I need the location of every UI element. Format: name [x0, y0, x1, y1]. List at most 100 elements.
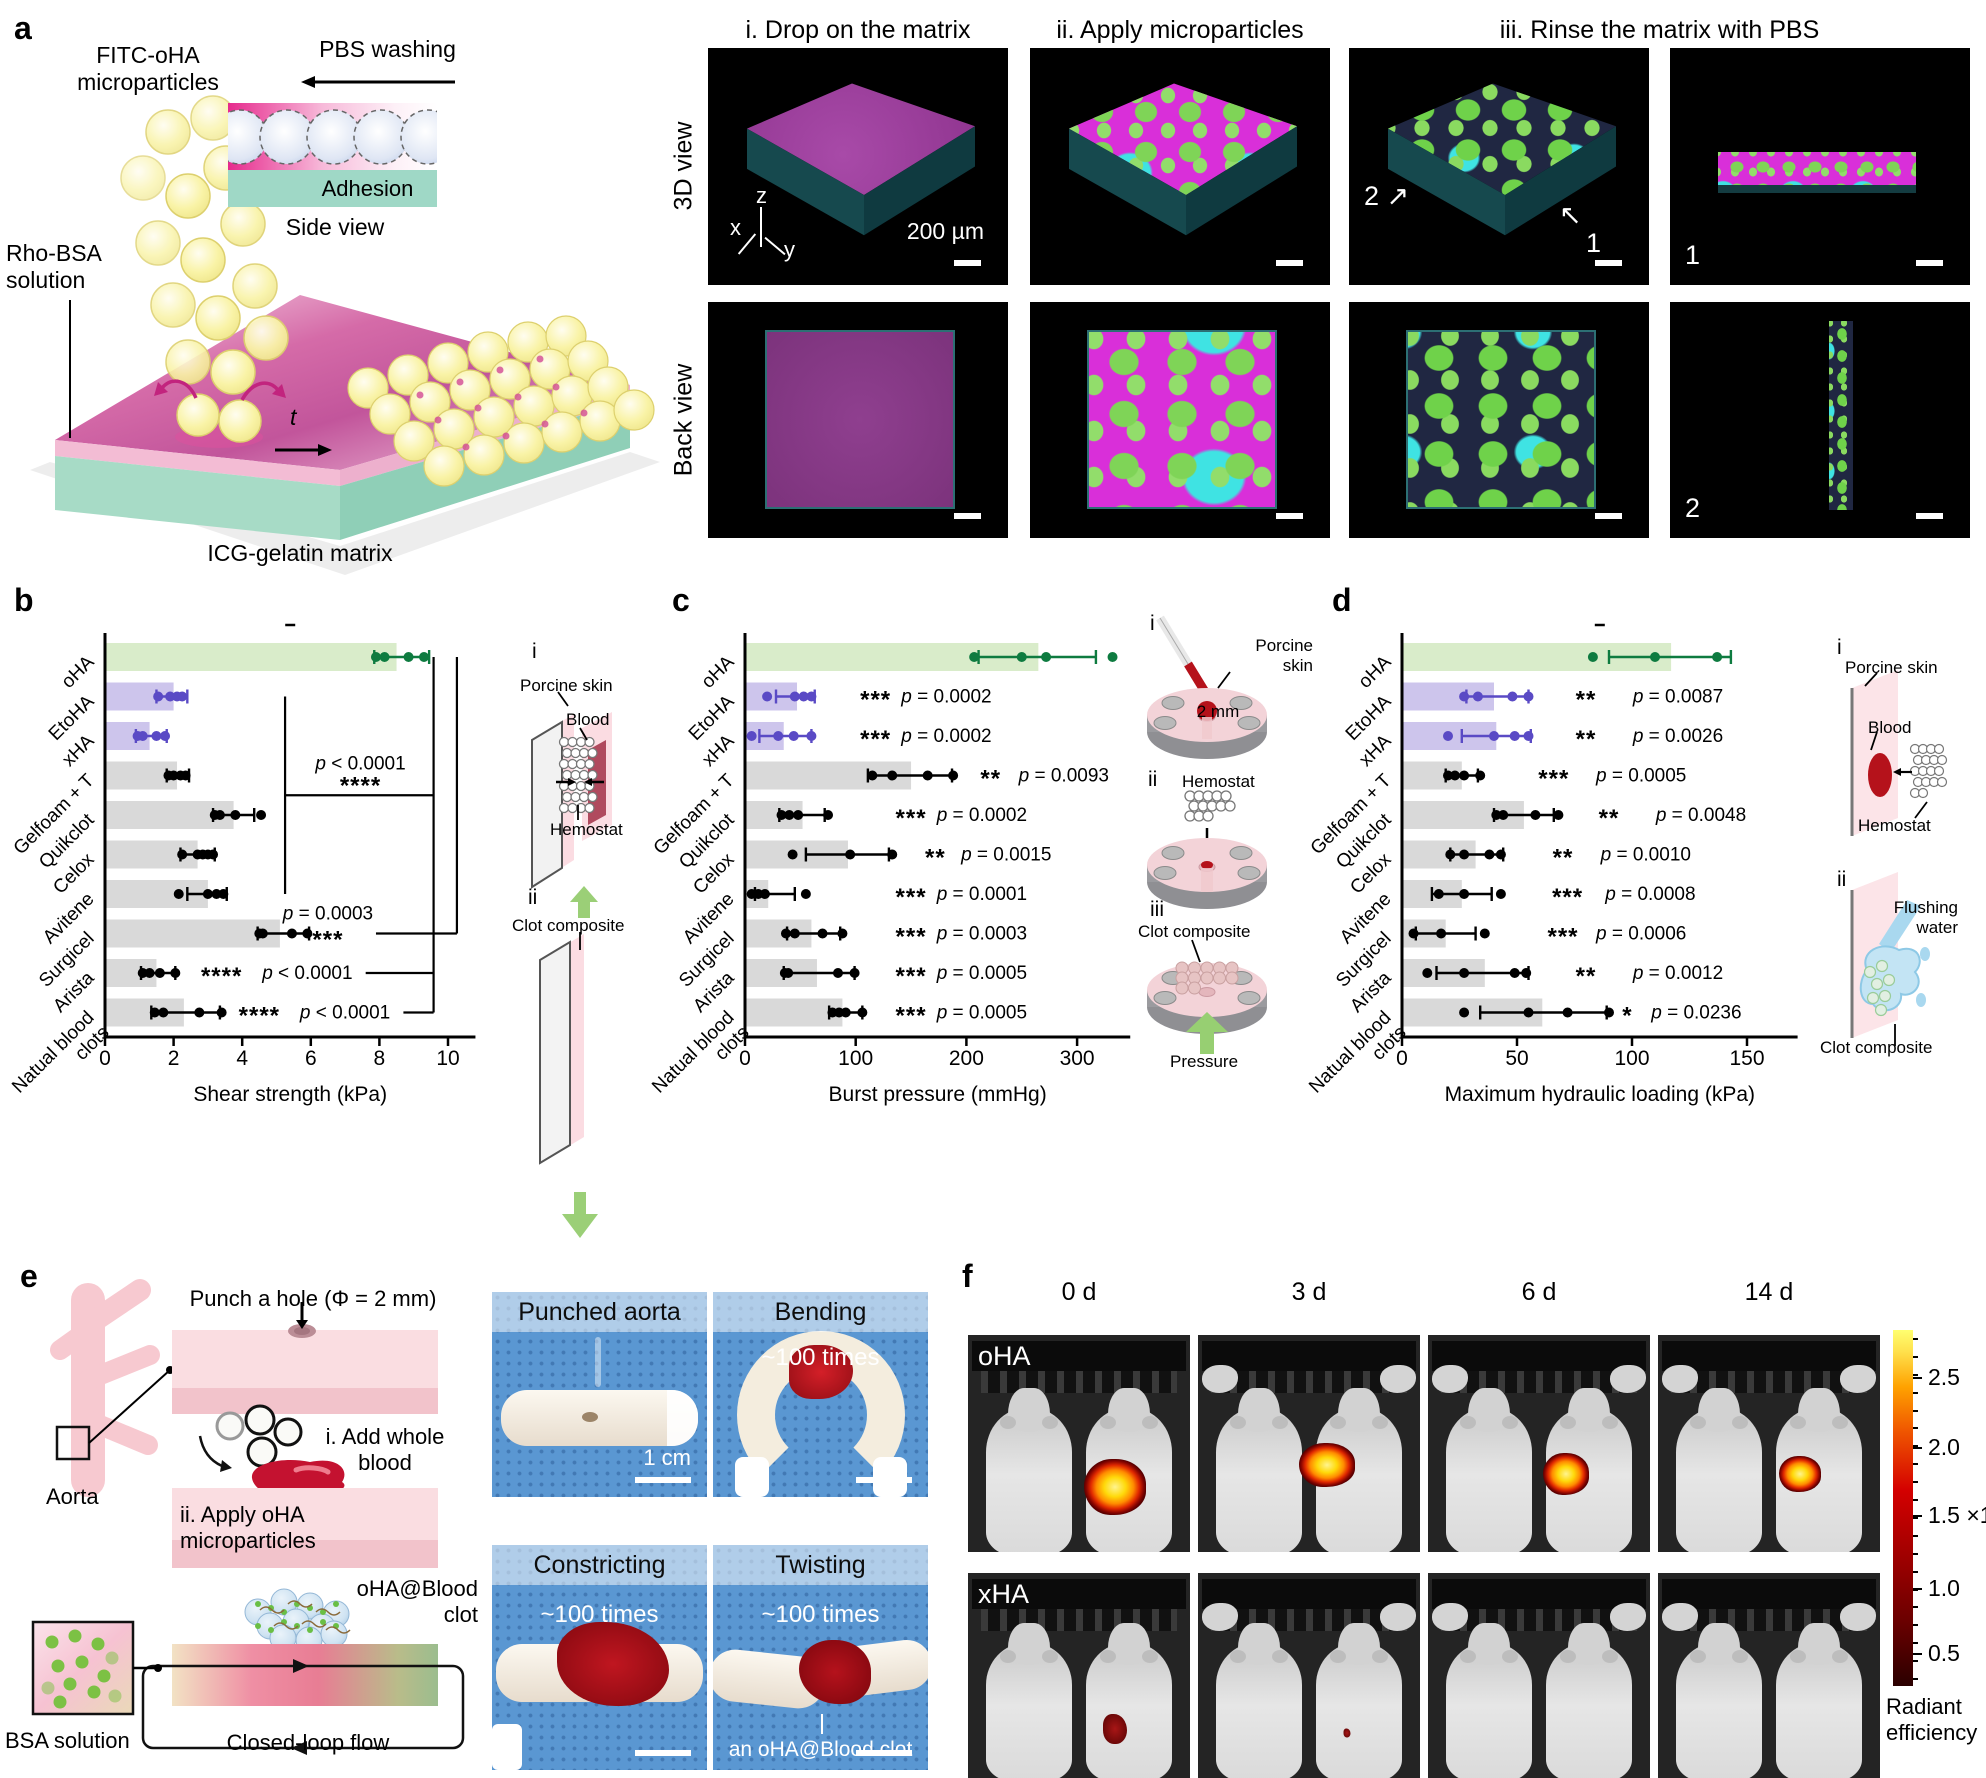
inset-b-ii: ii [528, 886, 538, 909]
mouse [1315, 1387, 1403, 1552]
data-point [849, 968, 860, 978]
fluorescence-signal [1779, 1455, 1822, 1492]
svg-text:p = 0.0015: p = 0.0015 [960, 845, 1051, 866]
scale-bar [1595, 260, 1622, 267]
data-point [1449, 770, 1460, 781]
svg-text:**: ** [925, 845, 946, 872]
micro-image-side-1: 1 [1670, 48, 1970, 285]
micro-image-side-2: 2 [1670, 302, 1970, 538]
group-label: xHA [978, 1579, 1030, 1609]
data-point [776, 810, 787, 820]
photo-scale-bar [856, 1750, 912, 1756]
radiant-efficiency-label: Radiant efficiency [1886, 1694, 1978, 1745]
svg-text:**: ** [1576, 726, 1597, 753]
data-point [177, 849, 188, 860]
svg-text:p = 0.0006: p = 0.0006 [1595, 924, 1686, 945]
svg-text:oHA: oHA [698, 651, 739, 692]
data-point [948, 770, 959, 781]
data-point [1459, 1007, 1470, 1018]
svg-text:***: *** [312, 927, 343, 954]
data-point [1491, 810, 1502, 820]
punch-hole-label: Punch a hole (Φ = 2 mm) [189, 1286, 437, 1311]
micro-title-iii: iii. Rinse the matrix with PBS [1499, 16, 1820, 44]
svg-text:p = 0.0026: p = 0.0026 [1632, 726, 1723, 747]
timepoint-label: 6 d [1521, 1278, 1557, 1306]
data-point [806, 731, 817, 741]
inset-c-iii: iii [1150, 898, 1164, 921]
fluorescence-signal [1343, 1728, 1351, 1738]
data-point [1509, 968, 1520, 978]
data-point [418, 652, 429, 662]
data-point [1443, 770, 1453, 781]
data-point [1530, 810, 1541, 820]
svg-text:6: 6 [305, 1047, 317, 1070]
panel-b-inset-diagram [531, 691, 612, 1238]
svg-text:***: *** [860, 687, 891, 714]
svg-text:**: ** [1553, 845, 1574, 872]
svg-text:***: *** [896, 805, 927, 832]
photo-title: Twisting [713, 1545, 928, 1585]
inset-d-porcine-skin: Porcine skin [1845, 658, 1938, 677]
data-point [1521, 968, 1532, 978]
ivis-image-xHA-6 d [1428, 1573, 1650, 1778]
data-point [211, 889, 222, 899]
data-point [137, 968, 148, 978]
bar [105, 919, 280, 948]
data-point [788, 731, 799, 741]
ivis-image-oHA-14 d [1658, 1335, 1880, 1552]
photo-twisting: ~100 times an oHA@Blood clot Twisting [713, 1545, 928, 1770]
panel-a-label: a [14, 10, 32, 46]
svg-text:100: 100 [838, 1047, 873, 1070]
mouse [1315, 1623, 1403, 1778]
marker-2-arrow: 2 ↗ [1364, 180, 1410, 211]
panel-e-schematic [31, 1279, 465, 1755]
colorbar-tick-label: 0.5 [1928, 1640, 1960, 1666]
svg-text:****: **** [201, 963, 242, 990]
svg-text:***: *** [896, 924, 927, 951]
data-point [160, 731, 171, 741]
data-point [1712, 652, 1723, 662]
svg-text:Burst pressure (mmHg): Burst pressure (mmHg) [829, 1083, 1047, 1106]
svg-text:EtoHA: EtoHA [685, 691, 739, 745]
inset-b-hemostat: Hemostat [550, 820, 623, 839]
data-point [1562, 1007, 1573, 1018]
svg-text:oHA: oHA [58, 651, 99, 692]
timepoint-label: 3 d [1291, 1278, 1327, 1306]
data-point [1041, 652, 1052, 662]
svg-text:p < 0.0001: p < 0.0001 [299, 1003, 390, 1024]
panel-b-label: b [14, 582, 34, 618]
data-point [817, 928, 828, 939]
svg-text:****: **** [239, 1003, 280, 1030]
data-point [887, 770, 898, 781]
blood-clot [799, 1639, 871, 1704]
data-point [840, 1007, 851, 1018]
data-point [1523, 691, 1534, 702]
data-point [793, 810, 804, 820]
inset-c-pressure: Pressure [1170, 1052, 1239, 1071]
data-point [1475, 770, 1486, 781]
data-point [173, 889, 184, 899]
data-point [257, 928, 268, 939]
adhesion-label: Adhesion [321, 176, 414, 201]
fluorescence-signal [1083, 1458, 1146, 1515]
data-point [787, 849, 798, 860]
colorbar-tick-label: 2.0 [1928, 1434, 1960, 1460]
svg-text:0: 0 [99, 1047, 111, 1070]
data-point [746, 731, 757, 741]
data-point [137, 731, 148, 741]
photo-scale-bar [635, 1750, 691, 1756]
data-point [1479, 928, 1490, 939]
data-point [762, 691, 773, 702]
apply-microparticles-label: ii. Apply oHA microparticles [180, 1502, 316, 1553]
photo-note: ~100 times [761, 1344, 880, 1371]
svg-text:***: *** [860, 726, 891, 753]
svg-text:p = 0.0012: p = 0.0012 [1632, 963, 1723, 984]
svg-text:10: 10 [436, 1047, 459, 1070]
data-point [165, 691, 176, 702]
photo-constricting: ~100 times Constricting [492, 1545, 707, 1770]
panel-d-label: d [1332, 582, 1352, 618]
inset-b-porcine-skin: Porcine skin [520, 676, 613, 695]
panel-c-inset-diagram [1147, 615, 1267, 1054]
